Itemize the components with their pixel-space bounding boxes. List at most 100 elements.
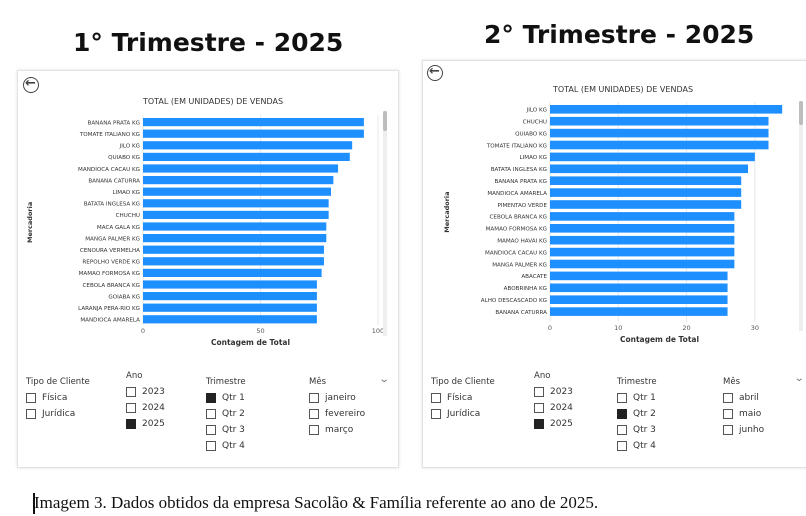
checkbox[interactable] (534, 403, 544, 413)
checkbox[interactable] (206, 409, 216, 419)
option-label: Física (447, 393, 473, 403)
category-label: CHUCHU (116, 213, 140, 219)
checkbox[interactable] (723, 425, 733, 435)
slicer-title: Tipo de Cliente (431, 377, 495, 387)
checkbox[interactable] (26, 409, 36, 419)
bar (550, 164, 749, 174)
checkbox[interactable] (617, 393, 627, 403)
slicer-option[interactable]: fevereiro (309, 406, 365, 422)
back-arrow-icon[interactable]: ← (427, 64, 443, 81)
x-tick-label: 0 (141, 327, 145, 335)
bar (550, 283, 728, 293)
y-axis-label: Mercadoria (443, 191, 451, 232)
slicer-option[interactable]: 2025 (126, 416, 165, 432)
bar (143, 129, 364, 138)
slicer-title: Mês (309, 377, 326, 387)
slicer-option[interactable]: Qtr 4 (206, 438, 246, 454)
slicer-option[interactable]: Qtr 1 (206, 390, 246, 406)
checkbox[interactable] (206, 393, 216, 403)
checkbox[interactable] (126, 419, 136, 429)
dashboard-panel-q2: ← TOTAL (EM UNIDADES) DE VENDAS 0 10 20 30 JI… (422, 60, 806, 468)
chevron-down-icon[interactable]: ⌄ (378, 374, 390, 385)
slicer-option[interactable]: Qtr 2 (206, 406, 246, 422)
option-label: Jurídica (447, 409, 481, 419)
option-label: maio (739, 409, 762, 419)
slicer-option[interactable]: janeiro (309, 390, 365, 406)
category-label: MAMAO HAVAI KG (497, 239, 547, 245)
checkbox[interactable] (723, 409, 733, 419)
x-axis-label: Contagem de Total (211, 338, 290, 347)
chevron-down-icon[interactable]: ⌄ (793, 373, 805, 384)
slicer-option[interactable]: abril (723, 390, 764, 406)
slicer-option[interactable]: 2024 (126, 400, 165, 416)
slicer-option[interactable]: 2024 (534, 400, 573, 416)
slicer-option[interactable]: Física (431, 390, 495, 406)
checkbox[interactable] (309, 425, 319, 435)
bar (143, 257, 324, 266)
slicer-option[interactable]: 2025 (534, 416, 573, 432)
category-label: TOMATE ITALIANO KG (79, 132, 140, 138)
back-arrow-icon[interactable]: ← (23, 76, 39, 93)
category-label: LARANJA PERA-RIO KG (78, 306, 140, 312)
slicer-option[interactable]: Qtr 1 (617, 390, 657, 406)
slicer-option[interactable]: Qtr 2 (617, 406, 657, 422)
slicer-option[interactable]: Jurídica (431, 406, 495, 422)
category-label: MANDIOCA AMARELA (487, 191, 547, 197)
slicer-option[interactable]: 2023 (534, 384, 573, 400)
chart-scrollbar[interactable] (799, 101, 803, 331)
slicer-option[interactable]: Física (26, 390, 90, 406)
slicer-mes: Mês janeiro fevereiro março (309, 377, 365, 438)
option-label: Qtr 3 (633, 425, 656, 435)
checkbox[interactable] (431, 409, 441, 419)
checkbox[interactable] (309, 409, 319, 419)
option-label: junho (739, 425, 765, 435)
slicer-option[interactable]: maio (723, 406, 764, 422)
bar (143, 152, 350, 161)
heading-q1: 1° Trimestre - 2025 (73, 28, 344, 57)
slicer-option[interactable]: 2023 (126, 384, 165, 400)
bar (550, 259, 735, 269)
bar (550, 116, 769, 126)
slicer-option[interactable]: Jurídica (26, 406, 90, 422)
category-label: BANANA CATURRA (495, 310, 547, 316)
checkbox[interactable] (617, 409, 627, 419)
chart-title: TOTAL (EM UNIDADES) DE VENDAS (142, 97, 283, 106)
slicer-option[interactable]: Qtr 3 (206, 422, 246, 438)
checkbox[interactable] (309, 393, 319, 403)
x-tick-label: 0 (548, 324, 552, 332)
bar (143, 164, 339, 173)
bar (143, 222, 327, 231)
slicer-option[interactable]: junho (723, 422, 764, 438)
x-tick-label: 20 (682, 324, 690, 332)
text-cursor (33, 493, 35, 514)
option-label: Qtr 1 (633, 393, 656, 403)
slicer-ano: Ano 2023 2024 2025 (534, 371, 573, 432)
chart-scrollbar[interactable] (383, 111, 387, 336)
checkbox[interactable] (26, 393, 36, 403)
checkbox[interactable] (206, 425, 216, 435)
category-label: BANANA PRATA KG (88, 120, 140, 126)
bar (143, 280, 317, 289)
slicer-trimestre: Trimestre Qtr 1 Qtr 2 Qtr 3 Qtr 4 (617, 377, 657, 454)
checkbox[interactable] (617, 425, 627, 435)
bar (143, 268, 322, 277)
checkbox[interactable] (723, 393, 733, 403)
slicer-option[interactable]: março (309, 422, 365, 438)
bar (143, 210, 329, 219)
checkbox[interactable] (206, 441, 216, 451)
x-axis-label: Contagem de Total (620, 335, 699, 344)
checkbox[interactable] (617, 441, 627, 451)
option-label: 2023 (142, 387, 165, 397)
bar (143, 303, 317, 312)
category-label: JILO KG (119, 144, 140, 150)
checkbox[interactable] (534, 419, 544, 429)
checkbox[interactable] (431, 393, 441, 403)
slicer-option[interactable]: Qtr 4 (617, 438, 657, 454)
checkbox[interactable] (126, 387, 136, 397)
slicer-option[interactable]: Qtr 3 (617, 422, 657, 438)
bar (143, 118, 364, 127)
bar (550, 235, 735, 245)
checkbox[interactable] (534, 387, 544, 397)
checkbox[interactable] (126, 403, 136, 413)
bar (143, 199, 329, 208)
